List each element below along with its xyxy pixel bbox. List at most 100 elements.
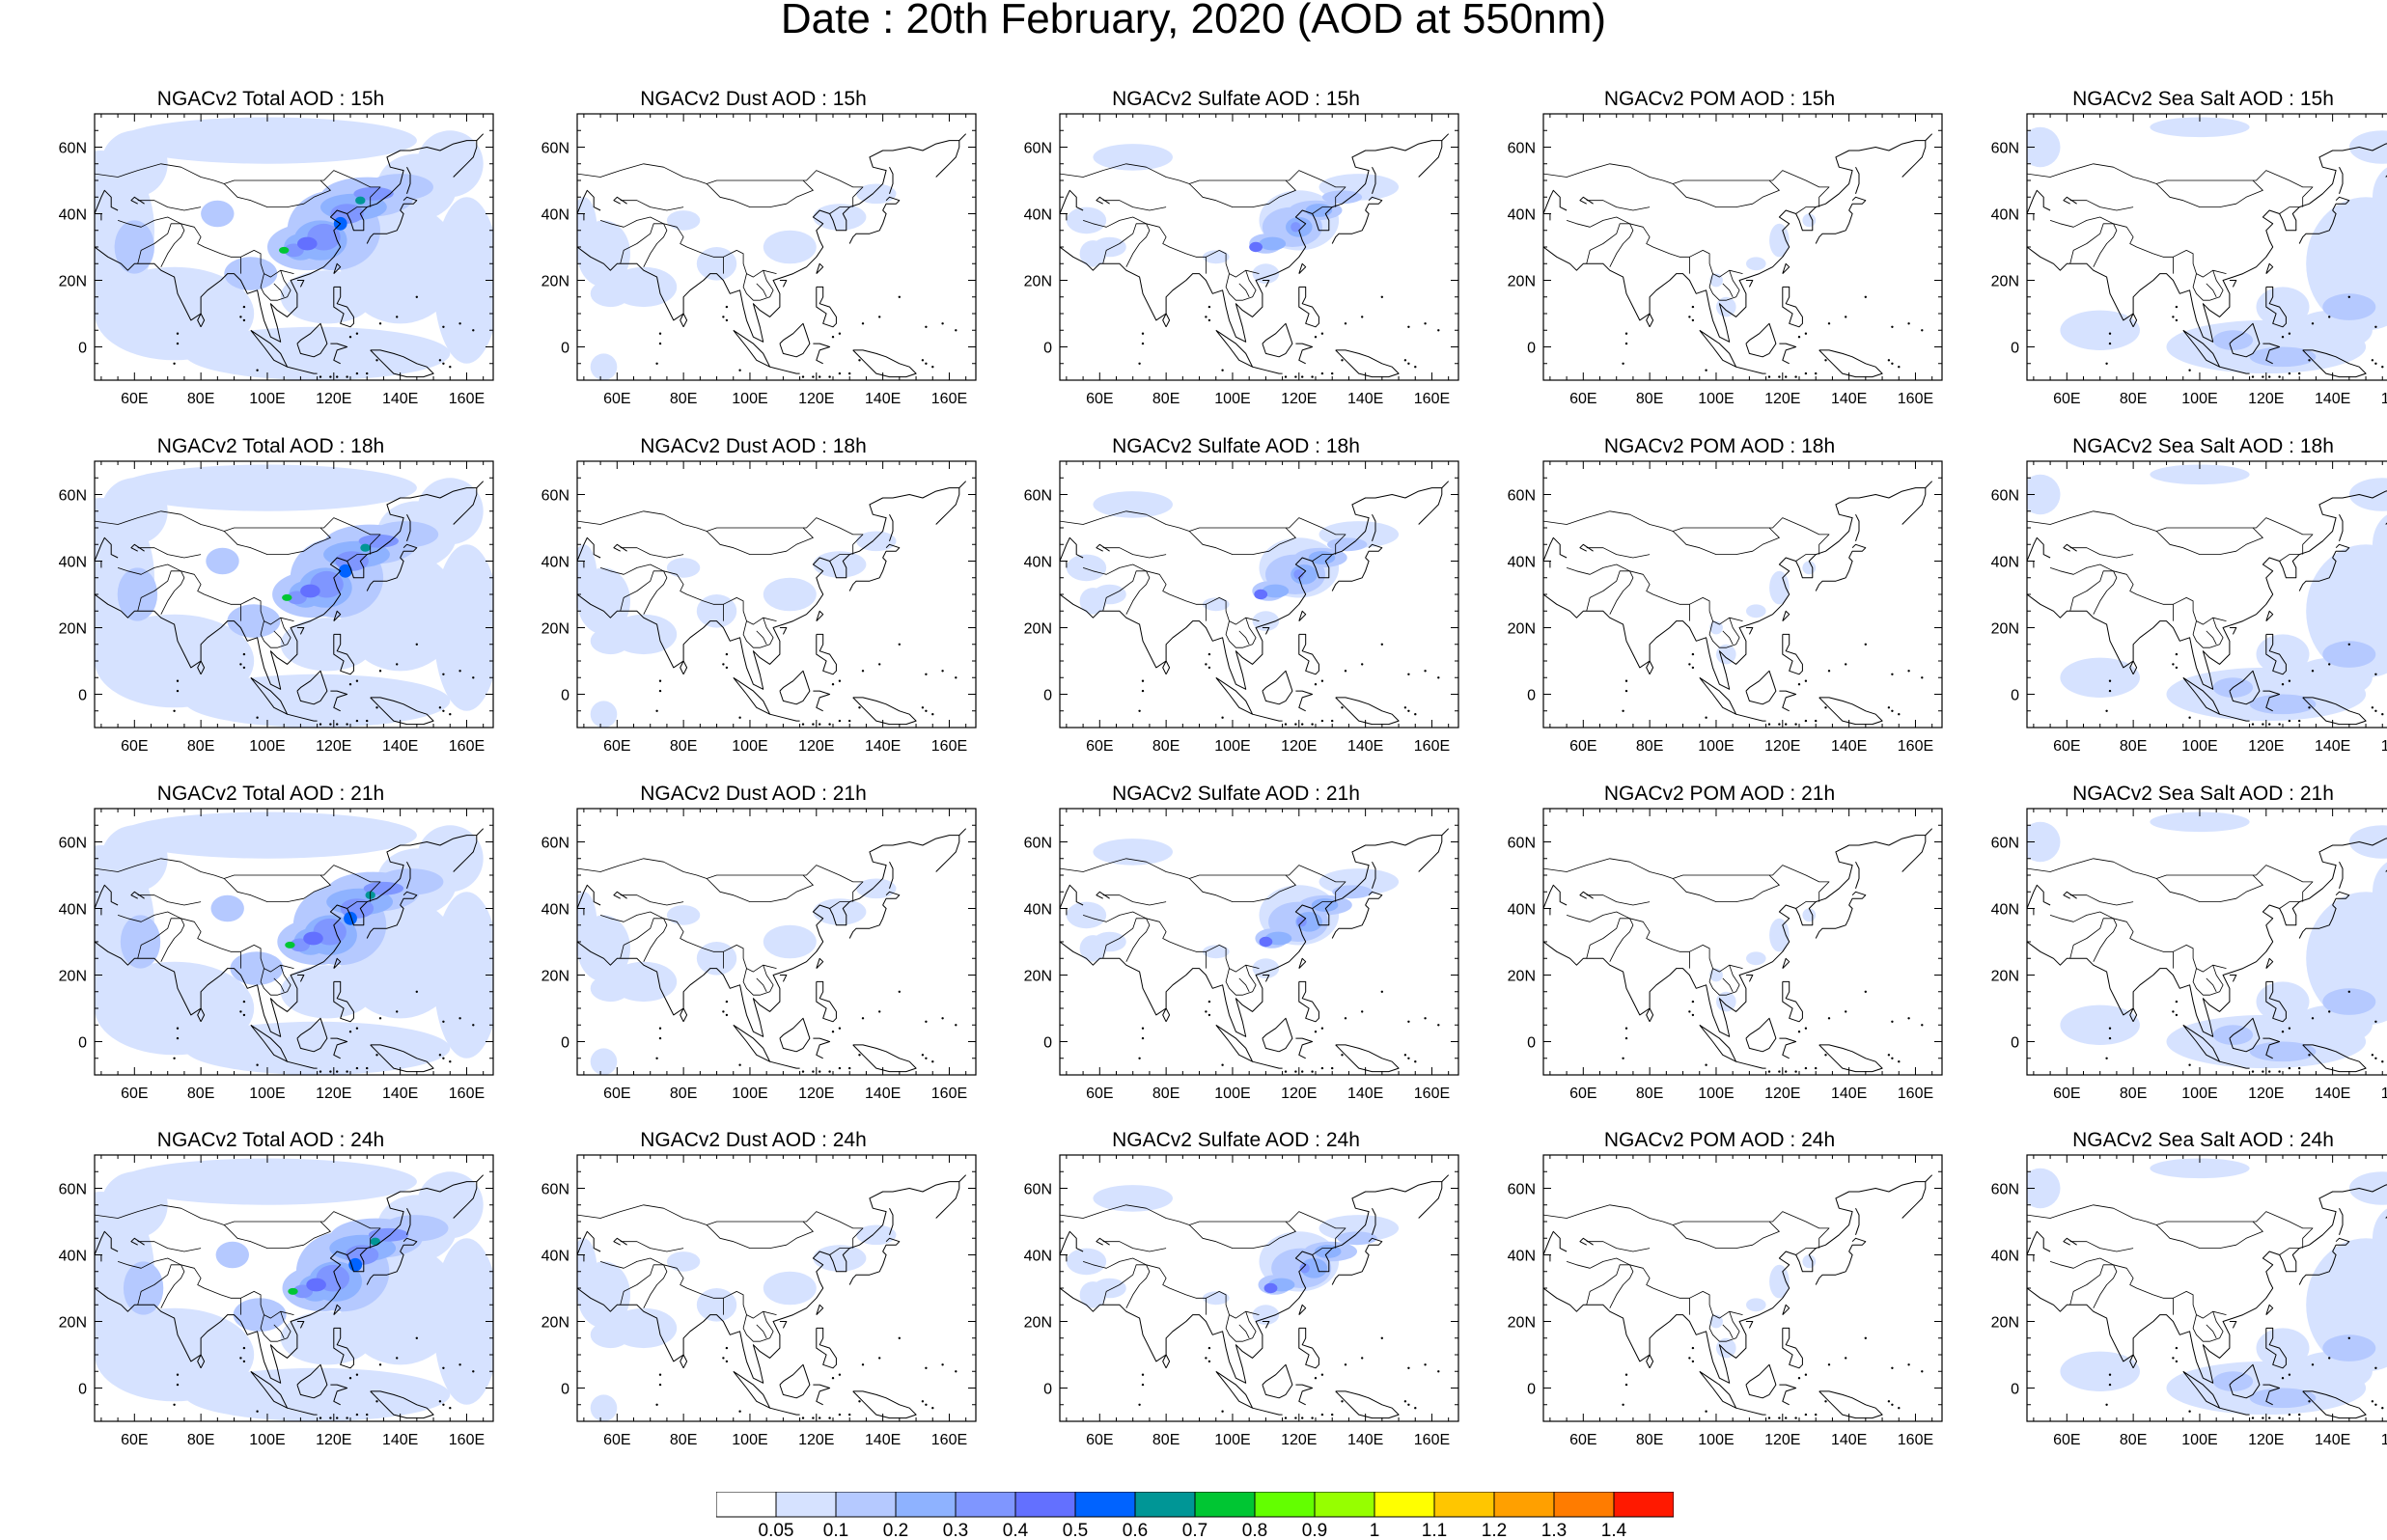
island xyxy=(355,1066,359,1070)
axis-ticks xyxy=(1060,1154,1458,1422)
coastline xyxy=(1060,189,1084,214)
coastline xyxy=(733,1024,771,1062)
island xyxy=(2347,990,2350,993)
coastline xyxy=(577,189,601,214)
island xyxy=(1205,663,1207,666)
country-border xyxy=(180,570,294,625)
island xyxy=(655,1403,658,1406)
country-border xyxy=(1188,874,1296,902)
coastlines xyxy=(95,481,485,726)
island xyxy=(838,719,842,723)
coastline xyxy=(1782,957,1790,969)
coastline xyxy=(2262,1384,2281,1406)
country-border xyxy=(599,911,664,922)
island xyxy=(1331,1413,1334,1416)
island xyxy=(925,1057,928,1059)
coastline xyxy=(1372,861,1376,889)
coastline xyxy=(95,536,119,562)
lon-tick-label: 100E xyxy=(249,738,285,755)
aod-patch xyxy=(1262,584,1290,598)
country-border xyxy=(180,223,294,278)
coastline xyxy=(370,697,434,726)
coastline xyxy=(1855,166,1860,194)
island xyxy=(931,1060,934,1063)
coastline xyxy=(1262,1363,1293,1399)
coastline xyxy=(816,286,837,328)
island xyxy=(1221,716,1224,719)
coastline xyxy=(1901,140,1927,178)
panel-title: NGACv2 Sea Salt AOD : 15h xyxy=(2072,88,2334,110)
aod-patch xyxy=(696,247,737,281)
aod-patch xyxy=(1293,569,1304,580)
island xyxy=(329,723,332,726)
lon-tick-label: 100E xyxy=(249,391,285,407)
country-border xyxy=(742,1311,774,1342)
country-border xyxy=(1795,206,1817,214)
island xyxy=(1785,375,1788,378)
island xyxy=(396,316,399,318)
coastlines xyxy=(1060,133,1450,378)
island xyxy=(2347,1336,2350,1339)
lon-tick-label: 160E xyxy=(1898,1086,1933,1102)
aod-patch xyxy=(114,220,154,274)
country-border xyxy=(1225,270,1257,301)
country-border xyxy=(1566,564,1630,575)
coastline xyxy=(95,884,119,909)
country-border xyxy=(2049,911,2114,922)
island xyxy=(812,723,815,726)
coastline xyxy=(1646,1354,1654,1369)
aod-field xyxy=(1543,809,1942,1075)
country-border xyxy=(1312,901,1333,909)
coastline xyxy=(1162,660,1171,675)
lon-tick-label: 80E xyxy=(187,391,214,407)
coastline xyxy=(1646,313,1654,328)
aod-patch xyxy=(100,825,168,893)
island xyxy=(1845,663,1847,666)
island xyxy=(1804,1066,1808,1070)
aod-patch xyxy=(123,1261,164,1315)
aod-patch xyxy=(120,915,161,969)
aod-patch xyxy=(2256,634,2310,674)
country-border xyxy=(180,918,294,973)
lat-tick-label: 0 xyxy=(1043,1382,1052,1398)
coastline xyxy=(1543,1174,1933,1384)
island xyxy=(1207,652,1211,656)
map-seasalt: 60E 80E 100E 120E 140E 160E 60N 40N 20N 0 xyxy=(1991,1154,2387,1448)
island xyxy=(1424,1363,1427,1366)
lat-tick-label: 40N xyxy=(541,555,569,571)
aod-field xyxy=(95,1155,493,1421)
coastline xyxy=(848,557,887,591)
island xyxy=(1794,375,1797,378)
country-border xyxy=(1238,630,1250,645)
island xyxy=(1887,1400,1891,1403)
island xyxy=(2374,325,2377,328)
lon-tick-label: 100E xyxy=(732,1086,767,1102)
axis-ticks xyxy=(1060,113,1458,381)
island xyxy=(1907,322,1910,325)
aod-field xyxy=(1060,809,1458,1075)
lon-tick-label: 60E xyxy=(603,738,630,755)
coastline xyxy=(366,209,404,244)
island xyxy=(2105,1057,2108,1059)
lat-tick-label: 60N xyxy=(1024,1182,1052,1198)
country-border xyxy=(2069,200,2134,211)
island xyxy=(1891,362,1894,365)
aod-field xyxy=(2027,809,2387,1075)
island xyxy=(1778,1416,1781,1419)
island xyxy=(1827,1363,1831,1366)
aod-patch xyxy=(666,1251,701,1272)
aod-patch xyxy=(2150,117,2250,138)
aod-patch xyxy=(2150,811,2250,833)
lon-tick-label: 120E xyxy=(1764,1432,1800,1448)
lon-tick-label: 120E xyxy=(2248,391,2284,407)
coastline xyxy=(1060,481,1450,690)
island xyxy=(738,716,741,719)
lon-tick-label: 100E xyxy=(732,391,767,407)
aod-patch xyxy=(1203,1291,1230,1306)
coastline xyxy=(296,1363,328,1399)
island xyxy=(449,713,452,716)
lon-tick-label: 140E xyxy=(382,1432,418,1448)
coastline xyxy=(1901,1181,1927,1219)
country-border xyxy=(1082,216,1147,228)
coastline xyxy=(1262,280,1270,288)
